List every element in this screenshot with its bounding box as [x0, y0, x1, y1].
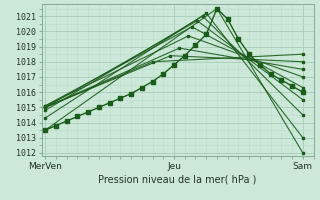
X-axis label: Pression niveau de la mer( hPa ): Pression niveau de la mer( hPa ) — [99, 175, 257, 185]
